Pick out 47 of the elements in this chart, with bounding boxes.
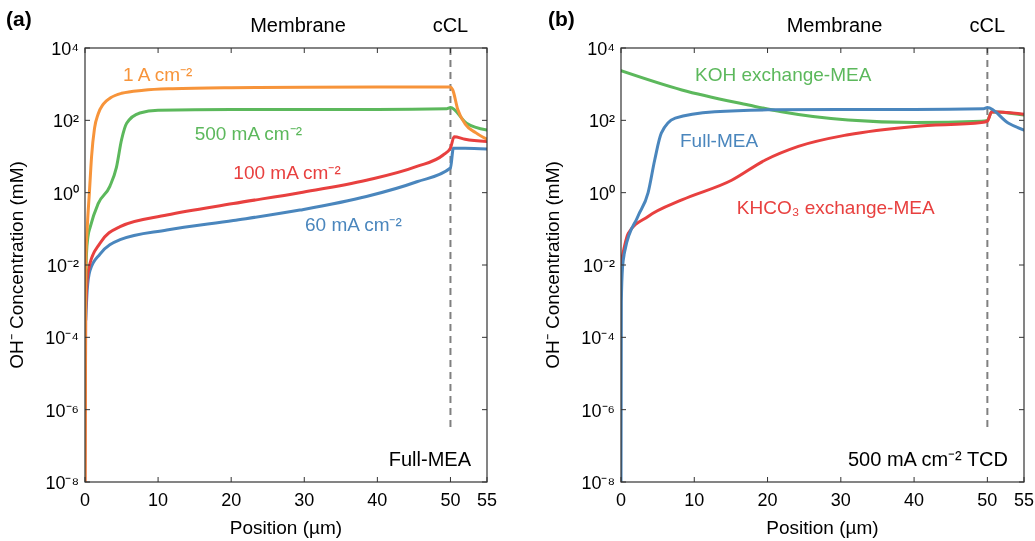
ref-line-label: cCL xyxy=(969,14,1006,36)
y-tick-label: 10⁻² xyxy=(46,256,80,276)
y-tick-label: 10⁻⁸ xyxy=(45,473,79,493)
series-label: 500 mA cm⁻² xyxy=(194,123,303,145)
x-tick-label: 50 xyxy=(977,490,998,510)
series-label: Full-MEA xyxy=(679,130,759,152)
annotation: 500 mA cm⁻² TCD xyxy=(848,448,1008,470)
y-tick-label: 10⁻⁸ xyxy=(581,473,615,493)
y-axis-title: OH⁻ Concentration (mM) xyxy=(542,161,563,369)
annotation: Full-MEA xyxy=(388,448,472,470)
series-label: KHCO₃ exchange-MEA xyxy=(736,197,935,219)
x-tick-label: 0 xyxy=(615,490,627,510)
x-tick-label: 40 xyxy=(904,490,925,510)
y-tick-label: 10⁻² xyxy=(582,256,616,276)
chart-title: (b) xyxy=(548,7,575,30)
y-axis-title: OH⁻ Concentration (mM) xyxy=(6,161,27,369)
x-tick-label: 20 xyxy=(757,490,778,510)
x-tick-label: 30 xyxy=(294,490,315,510)
x-tick-label: 50 xyxy=(440,490,461,510)
y-tick-label: 10⁰ xyxy=(588,183,615,204)
x-tick-label: 55 xyxy=(476,490,498,510)
x-tick-label: 10 xyxy=(148,490,169,510)
series-label: KOH exchange-MEA xyxy=(695,63,872,85)
y-tick-label: 10² xyxy=(52,111,80,132)
y-tick-label: 10² xyxy=(588,111,616,132)
x-tick-label: 55 xyxy=(1013,490,1035,510)
series-label: 1 A cm⁻² xyxy=(123,63,193,85)
y-tick-label: 10⁰ xyxy=(52,183,79,204)
chart-title: (a) xyxy=(6,7,32,30)
y-tick-label: 10⁻⁴ xyxy=(45,328,79,349)
x-tick-label: 40 xyxy=(367,490,388,510)
series-label: 60 mA cm⁻² xyxy=(305,213,402,235)
y-tick-label: 10⁴ xyxy=(51,39,79,59)
y-tick-label: 10⁻⁶ xyxy=(581,400,615,421)
y-tick-label: 10⁻⁶ xyxy=(45,400,79,421)
text: Membrane xyxy=(250,14,346,36)
x-tick-label: 10 xyxy=(684,490,705,510)
x-tick-label: 0 xyxy=(79,490,91,510)
series-label: 100 mA cm⁻² xyxy=(233,161,341,183)
ref-line-label: cCL xyxy=(432,14,469,36)
x-tick-label: 20 xyxy=(221,490,242,510)
x-axis-title: Position (µm) xyxy=(229,517,343,538)
text: Membrane xyxy=(786,14,883,36)
x-axis-title: Position (µm) xyxy=(766,517,879,538)
y-tick-label: 10⁴ xyxy=(587,39,615,59)
x-tick-label: 30 xyxy=(830,490,851,510)
y-tick-label: 10⁻⁴ xyxy=(581,328,615,349)
